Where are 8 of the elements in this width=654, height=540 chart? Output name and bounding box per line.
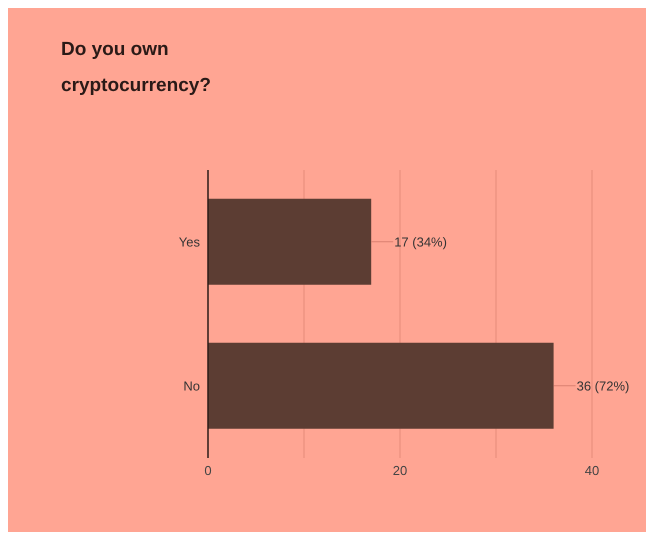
x-tick-label: 40 — [584, 463, 600, 478]
data-label: 17 (34%) — [394, 234, 447, 250]
y-tick-label: Yes — [178, 234, 200, 250]
data-label: 36 (72%) — [576, 378, 630, 394]
y-tick-label: No — [183, 378, 200, 394]
x-tick-label: 0 — [204, 463, 212, 478]
x-tick-label: 20 — [392, 463, 408, 478]
chart-title: Do you own cryptocurrency? — [61, 38, 212, 98]
